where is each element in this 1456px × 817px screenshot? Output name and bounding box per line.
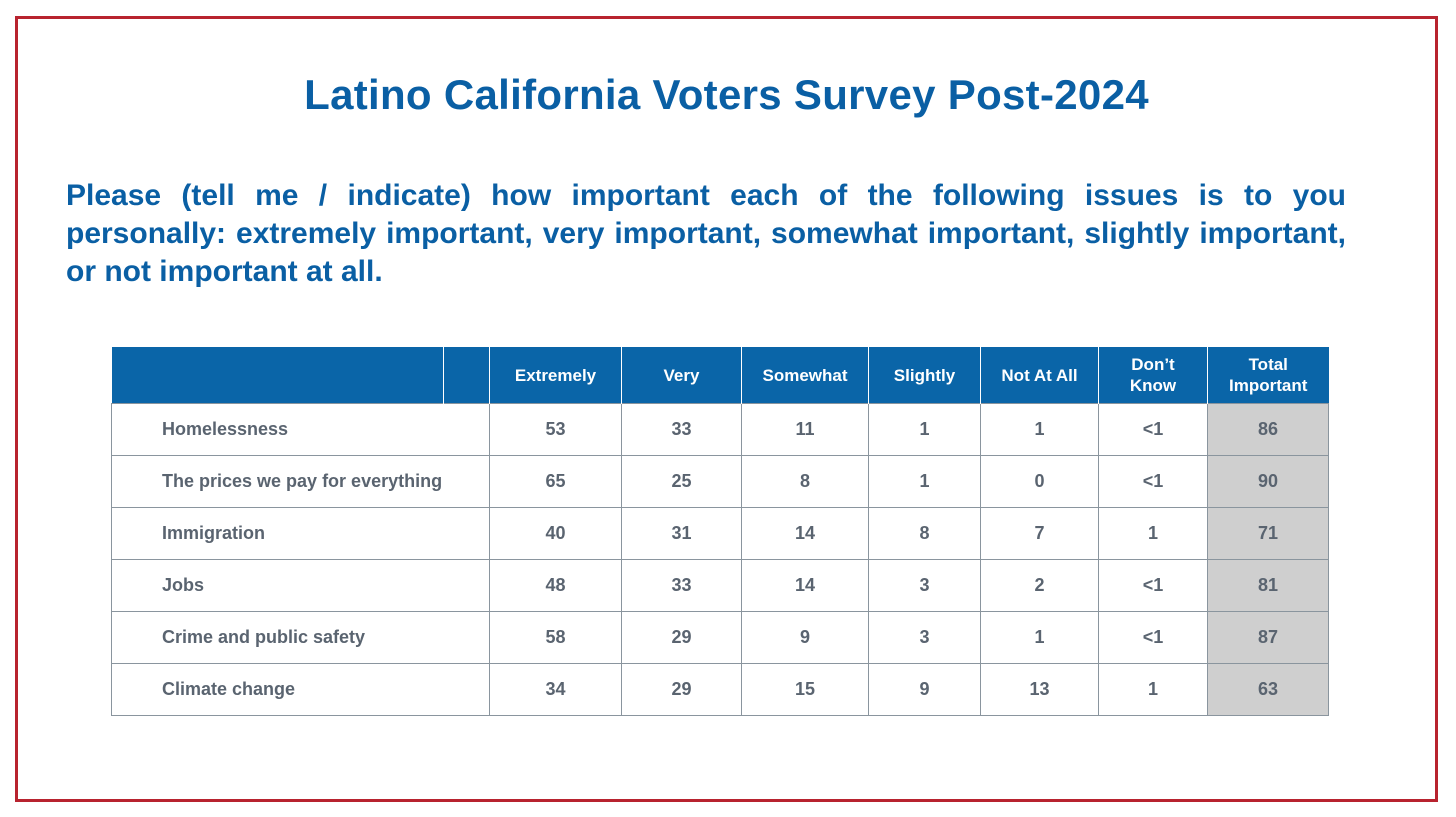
header-cell-somewhat: Somewhat [741, 347, 869, 404]
total-important-cell: 71 [1207, 507, 1329, 560]
value-cell: 14 [741, 507, 869, 560]
value-cell: 29 [621, 663, 742, 716]
table-row: Immigration 40 31 14 8 7 1 71 [111, 507, 1329, 560]
value-cell: 7 [980, 507, 1099, 560]
value-cell: 48 [489, 559, 622, 612]
value-cell: 40 [489, 507, 622, 560]
table-row: Climate change 34 29 15 9 13 1 63 [111, 663, 1329, 716]
table-row: The prices we pay for everything 65 25 8 1 0 <… [111, 455, 1329, 508]
value-cell: <1 [1098, 611, 1208, 664]
header-cell-not-at-all: Not At All [980, 347, 1099, 404]
slide-title: Latino California Voters Survey Post-202… [304, 71, 1149, 118]
header-cell-total-important: Total Important [1207, 347, 1329, 404]
issue-label: Jobs [111, 559, 490, 612]
value-cell: 1 [868, 455, 981, 508]
value-cell: 13 [980, 663, 1099, 716]
value-cell: 33 [621, 559, 742, 612]
header-cell-spacer [443, 347, 490, 404]
value-cell: 8 [741, 455, 869, 508]
value-cell: 25 [621, 455, 742, 508]
table-row: Crime and public safety 58 29 9 3 1 <1 87 [111, 611, 1329, 664]
value-cell: 2 [980, 559, 1099, 612]
header-cell-issue [111, 347, 444, 404]
value-cell: 33 [621, 403, 742, 456]
total-important-cell: 90 [1207, 455, 1329, 508]
value-cell: 1 [980, 403, 1099, 456]
value-cell: 1 [980, 611, 1099, 664]
value-cell: 0 [980, 455, 1099, 508]
value-cell: 8 [868, 507, 981, 560]
value-cell: 29 [621, 611, 742, 664]
issue-label: Homelessness [111, 403, 490, 456]
total-important-cell: 81 [1207, 559, 1329, 612]
value-cell: 53 [489, 403, 622, 456]
issue-label: The prices we pay for everything [111, 455, 490, 508]
value-cell: <1 [1098, 559, 1208, 612]
header-cell-very: Very [621, 347, 742, 404]
value-cell: 9 [741, 611, 869, 664]
value-cell: 34 [489, 663, 622, 716]
value-cell: 3 [868, 611, 981, 664]
value-cell: 11 [741, 403, 869, 456]
header-cell-dont-know: Don’t Know [1098, 347, 1208, 404]
table-header-row: Extremely Very Somewhat Slightly Not At … [111, 347, 1329, 404]
value-cell: 65 [489, 455, 622, 508]
issue-label: Immigration [111, 507, 490, 560]
value-cell: <1 [1098, 403, 1208, 456]
value-cell: <1 [1098, 455, 1208, 508]
value-cell: 9 [868, 663, 981, 716]
value-cell: 15 [741, 663, 869, 716]
table-body: Homelessness 53 33 11 1 1 <1 86 The prices we pa… [111, 403, 1329, 716]
value-cell: 3 [868, 559, 981, 612]
survey-question: Please (tell me / indicate) how importan… [66, 179, 1346, 288]
header-cell-slightly: Slightly [868, 347, 981, 404]
value-cell: 1 [1098, 507, 1208, 560]
issue-label: Crime and public safety [111, 611, 490, 664]
total-important-cell: 86 [1207, 403, 1329, 456]
value-cell: 31 [621, 507, 742, 560]
issue-label: Climate change [111, 663, 490, 716]
total-important-cell: 87 [1207, 611, 1329, 664]
value-cell: 1 [1098, 663, 1208, 716]
header-cell-dont-know-text: Don’t Know [1129, 355, 1177, 395]
table-row: Homelessness 53 33 11 1 1 <1 86 [111, 403, 1329, 456]
value-cell: 58 [489, 611, 622, 664]
table-row: Jobs 48 33 14 3 2 <1 81 [111, 559, 1329, 612]
survey-table: Extremely Very Somewhat Slightly Not At … [111, 347, 1329, 716]
value-cell: 1 [868, 403, 981, 456]
slide-frame: Latino California Voters Survey Post-202… [15, 16, 1438, 802]
total-important-cell: 63 [1207, 663, 1329, 716]
value-cell: 14 [741, 559, 869, 612]
header-cell-extremely: Extremely [489, 347, 622, 404]
